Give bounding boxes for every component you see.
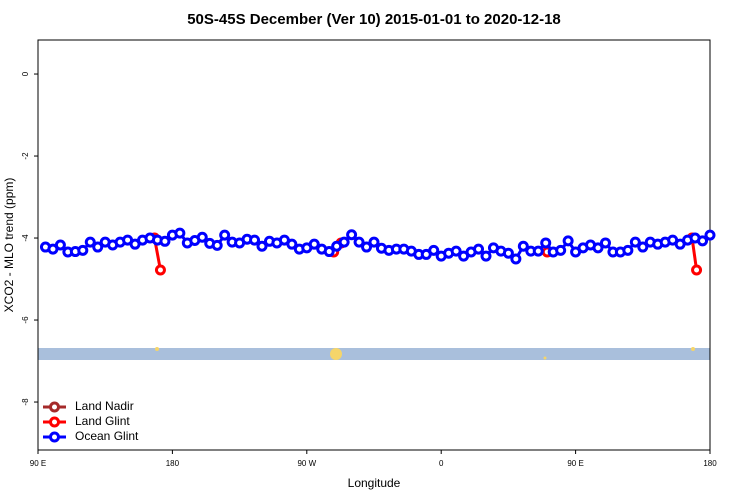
point (211, 239, 223, 251)
x-tick-label: 90 E (567, 459, 583, 468)
point (256, 240, 268, 252)
point (555, 244, 567, 256)
point (159, 235, 171, 247)
surface-band (38, 348, 710, 360)
point (629, 236, 641, 248)
plot-frame (37, 39, 711, 451)
legend-label: Ocean Glint (75, 429, 139, 443)
point (54, 239, 66, 251)
point (286, 238, 298, 250)
x-axis-label: Longitude (348, 476, 401, 490)
point (704, 229, 716, 241)
point (691, 264, 703, 276)
land-dot (155, 347, 159, 351)
legend-label: Land Glint (75, 414, 130, 428)
point (368, 236, 380, 248)
x-tick-label: 90 E (30, 459, 46, 468)
x-tick-label: 90 W (297, 459, 316, 468)
point (249, 234, 261, 246)
point (361, 241, 373, 253)
point (77, 244, 89, 256)
legend-label: Land Nadir (75, 399, 134, 413)
point (510, 253, 522, 265)
point (174, 227, 186, 239)
y-tick-label: -4 (21, 234, 30, 242)
x-tick-label: 180 (703, 459, 717, 468)
point (428, 244, 440, 256)
y-tick-label: -6 (21, 316, 30, 324)
point (532, 245, 544, 257)
point (592, 242, 604, 254)
point (84, 236, 96, 248)
point (540, 237, 552, 249)
land-dot (691, 347, 695, 351)
point (92, 241, 104, 253)
point (480, 250, 492, 262)
point (473, 243, 485, 255)
point (196, 231, 208, 243)
point (697, 235, 709, 247)
point (622, 244, 634, 256)
point (599, 237, 611, 249)
point (154, 264, 166, 276)
x-tick-label: 0 (439, 459, 444, 468)
y-tick-label: 0 (21, 71, 30, 76)
point (323, 246, 335, 258)
y-tick-label: -8 (21, 398, 30, 406)
point (562, 235, 574, 247)
point (346, 229, 358, 241)
point (338, 236, 350, 248)
legend-marker (49, 431, 60, 443)
point (353, 236, 365, 248)
legend-marker (49, 401, 60, 413)
y-tick-label: -2 (21, 152, 30, 160)
chart-title: 50S-45S December (Ver 10) 2015-01-01 to … (187, 11, 561, 28)
point (308, 238, 320, 250)
land-dot (543, 356, 547, 360)
x-tick-label: 180 (166, 459, 180, 468)
point (517, 240, 529, 252)
land-dot (330, 348, 342, 360)
point (219, 229, 231, 241)
point (502, 247, 514, 259)
y-axis-label: XCO2 - MLO trend (ppm) (2, 178, 16, 313)
legend-marker (49, 416, 60, 428)
point (450, 245, 462, 257)
point (637, 241, 649, 253)
